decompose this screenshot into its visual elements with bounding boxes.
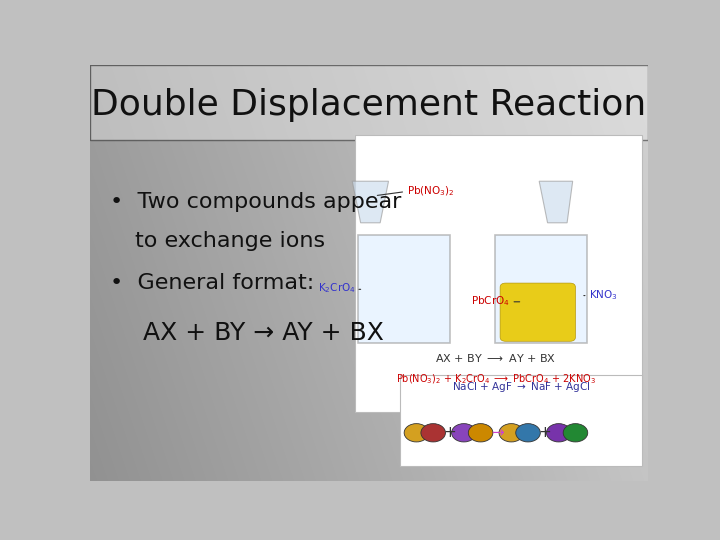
Text: PbCrO$_4$: PbCrO$_4$ [471,294,510,308]
Text: Pb(NO$_3$)$_2$: Pb(NO$_3$)$_2$ [407,184,455,198]
Circle shape [499,424,523,442]
Circle shape [516,424,540,442]
Text: NaCl + AgF $\rightarrow$ NaF + AgCl: NaCl + AgF $\rightarrow$ NaF + AgCl [452,380,590,394]
Text: AX + BY $\longrightarrow$ AY + BX: AX + BY $\longrightarrow$ AY + BX [435,352,557,364]
Polygon shape [539,181,572,223]
Text: KNO$_3$: KNO$_3$ [589,288,618,302]
Text: Double Displacement Reaction: Double Displacement Reaction [91,87,647,122]
Circle shape [404,424,428,442]
FancyBboxPatch shape [495,235,587,343]
Circle shape [468,424,493,442]
Circle shape [563,424,588,442]
Polygon shape [352,181,389,223]
Circle shape [421,424,446,442]
Text: AX + BY → AY + BX: AX + BY → AY + BX [143,321,384,345]
FancyBboxPatch shape [500,283,575,341]
Text: to exchange ions: to exchange ions [135,231,325,251]
Text: •  General format:: • General format: [109,273,314,293]
Circle shape [546,424,571,442]
Text: +: + [539,426,551,440]
Text: Pb(NO$_3$)$_2$ + K$_2$CrO$_4$ $\longrightarrow$ PbCrO$_4$ + 2KNO$_3$: Pb(NO$_3$)$_2$ + K$_2$CrO$_4$ $\longrigh… [396,372,595,386]
Text: →: → [491,426,504,440]
FancyBboxPatch shape [400,375,642,466]
Text: +: + [444,426,456,440]
FancyBboxPatch shape [355,136,642,412]
Text: K$_2$CrO$_4$: K$_2$CrO$_4$ [318,281,356,295]
FancyBboxPatch shape [358,235,450,343]
FancyBboxPatch shape [90,65,648,140]
Circle shape [451,424,476,442]
Text: •  Two compounds appear: • Two compounds appear [109,192,401,212]
